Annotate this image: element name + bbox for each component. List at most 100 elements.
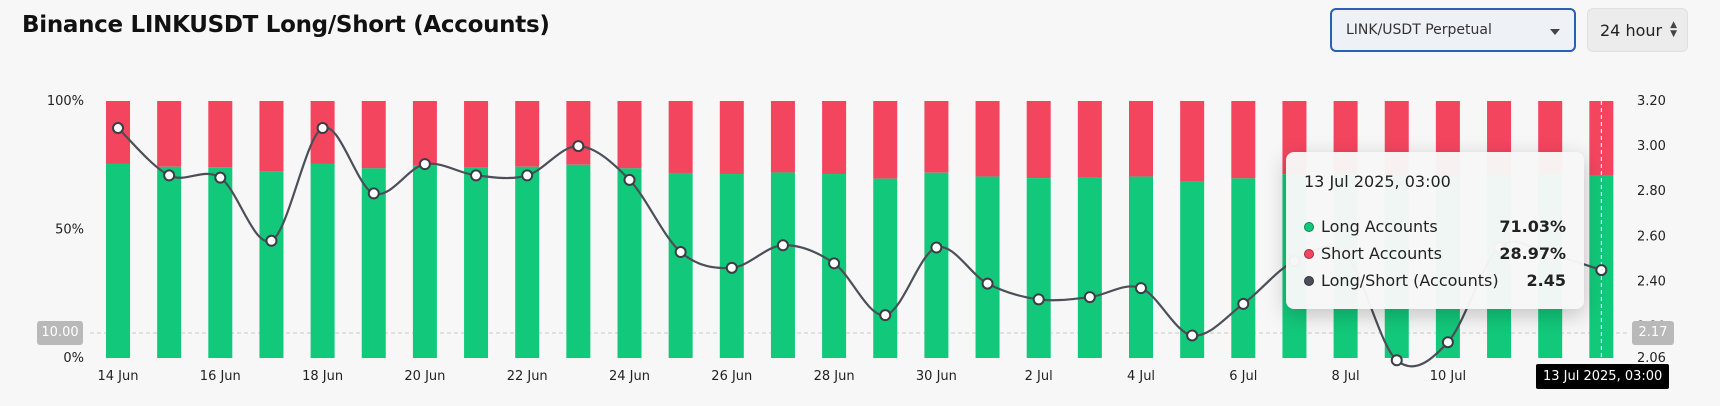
short-bar [515,101,540,167]
x-axis-tick: 14 Jun [98,369,139,384]
tooltip-row-ratio: Long/Short (Accounts) 2.45 [1304,267,1566,294]
short-bar [157,101,182,167]
ratio-point [1237,297,1250,310]
ratio-point [1595,264,1608,277]
ratio-point [316,122,329,135]
chart-tooltip: 13 Jul 2025, 03:00 Long Accounts 71.03% … [1286,152,1584,309]
ratio-point [521,169,534,182]
ratio-point [1441,336,1454,349]
right-axis-tick: 2.40 [1637,274,1666,289]
ratio-point [623,173,636,186]
long-bar [157,166,182,358]
long-dot-icon [1304,221,1314,232]
x-axis-tick: 22 Jun [507,369,548,384]
tooltip-label: Short Accounts [1321,244,1442,263]
x-axis-tick: 4 Jul [1127,369,1155,384]
x-axis-tick: 6 Jul [1229,369,1257,384]
period-select[interactable]: 24 hour ▲ ▼ [1587,8,1688,52]
long-bar [106,163,130,358]
x-axis-tick: 20 Jun [404,369,445,384]
x-axis-tick: 8 Jul [1332,369,1360,384]
long-bar [1077,177,1102,358]
short-bar [208,101,233,168]
short-bar [873,101,898,179]
short-bar [770,101,795,173]
up-down-arrows-icon: ▲ ▼ [1670,20,1677,39]
ratio-point [776,239,789,252]
tooltip-value: 28.97% [1499,244,1566,263]
right-axis-tick: 2.80 [1637,184,1666,199]
long-bar [873,178,898,358]
short-bar [617,101,642,169]
ratio-point [674,246,687,259]
ratio-point [981,277,994,290]
long-bar [464,167,489,358]
page-title: Binance LINKUSDT Long/Short (Accounts) [22,12,550,38]
x-axis-tick: 24 Jun [609,369,650,384]
short-bar [412,101,437,166]
ratio-point [1135,282,1147,295]
long-bar [1129,176,1153,358]
right-axis-tick: 2.06 [1637,351,1666,366]
long-bar [668,172,693,358]
right-axis-tick: 3.00 [1637,139,1666,154]
x-axis-tick: 30 Jun [916,369,957,384]
short-bar [924,101,949,173]
tooltip-label: Long/Short (Accounts) [1321,271,1499,290]
long-bar [975,176,1000,358]
short-bar [719,101,744,174]
ratio-point [1186,329,1199,342]
ratio-point [572,140,585,153]
tooltip-value: 2.45 [1526,271,1566,290]
long-bar [361,168,386,358]
pair-select-value: LINK/USDT Perpetual [1346,22,1492,38]
long-bar [566,164,591,358]
pair-select[interactable]: LINK/USDT Perpetual [1330,8,1576,52]
short-bar [464,101,489,168]
long-bar [924,172,949,358]
right-axis-tick: 3.20 [1637,94,1666,109]
short-bar [1026,101,1051,179]
right-axis-marker: 2.17 [1632,321,1674,345]
ratio-point [470,169,483,182]
long-bar [1026,178,1051,358]
ratio-point [1390,354,1403,367]
short-bar [822,101,847,174]
left-axis-marker: 10.00 [37,321,83,345]
left-axis-tick: 0% [63,351,84,366]
long-bar [617,168,642,358]
long-bar [770,172,795,358]
ratio-point [112,122,124,135]
tooltip-value: 71.03% [1499,217,1566,236]
crosshair-date-label: 13 Jul 2025, 03:00 [1536,364,1670,389]
right-axis-tick: 2.60 [1637,229,1666,244]
tooltip-row-long: Long Accounts 71.03% [1304,213,1566,240]
tooltip-title: 13 Jul 2025, 03:00 [1304,172,1451,191]
x-axis-tick: 10 Jul [1430,369,1466,384]
tooltip-label: Long Accounts [1321,217,1438,236]
ratio-point [214,171,227,184]
ratio-point [367,187,380,200]
x-axis-tick: 18 Jun [302,369,343,384]
ratio-point [725,261,738,274]
ratio-point [879,309,892,322]
long-bar [310,163,335,358]
left-axis-tick: 100% [47,94,84,109]
x-axis-tick: 26 Jun [711,369,752,384]
short-bar [259,101,284,172]
ratio-point [930,241,943,254]
long-bar [1180,181,1205,358]
short-bar [1180,101,1205,182]
left-axis-tick: 50% [55,223,84,238]
ratio-point [418,158,431,171]
ratio-point [1032,293,1045,306]
x-axis-tick: 28 Jun [814,369,855,384]
short-bar [668,101,693,173]
ratio-dot-icon [1304,275,1314,286]
short-bar [1077,101,1102,178]
x-axis-tick: 2 Jul [1025,369,1053,384]
short-bar [975,101,1000,177]
short-dot-icon [1304,248,1314,259]
long-bar [412,165,437,358]
short-bar [361,101,386,169]
